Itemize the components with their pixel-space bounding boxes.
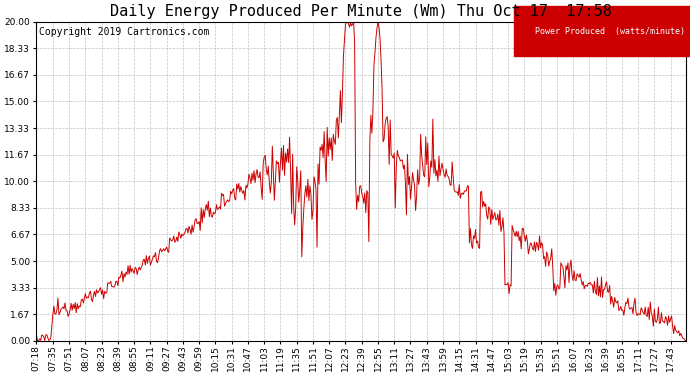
Title: Daily Energy Produced Per Minute (Wm) Thu Oct 17  17:58: Daily Energy Produced Per Minute (Wm) Th… xyxy=(110,4,611,19)
Text: Power Produced  (watts/minute): Power Produced (watts/minute) xyxy=(535,27,684,36)
Text: Copyright 2019 Cartronics.com: Copyright 2019 Cartronics.com xyxy=(39,27,209,36)
